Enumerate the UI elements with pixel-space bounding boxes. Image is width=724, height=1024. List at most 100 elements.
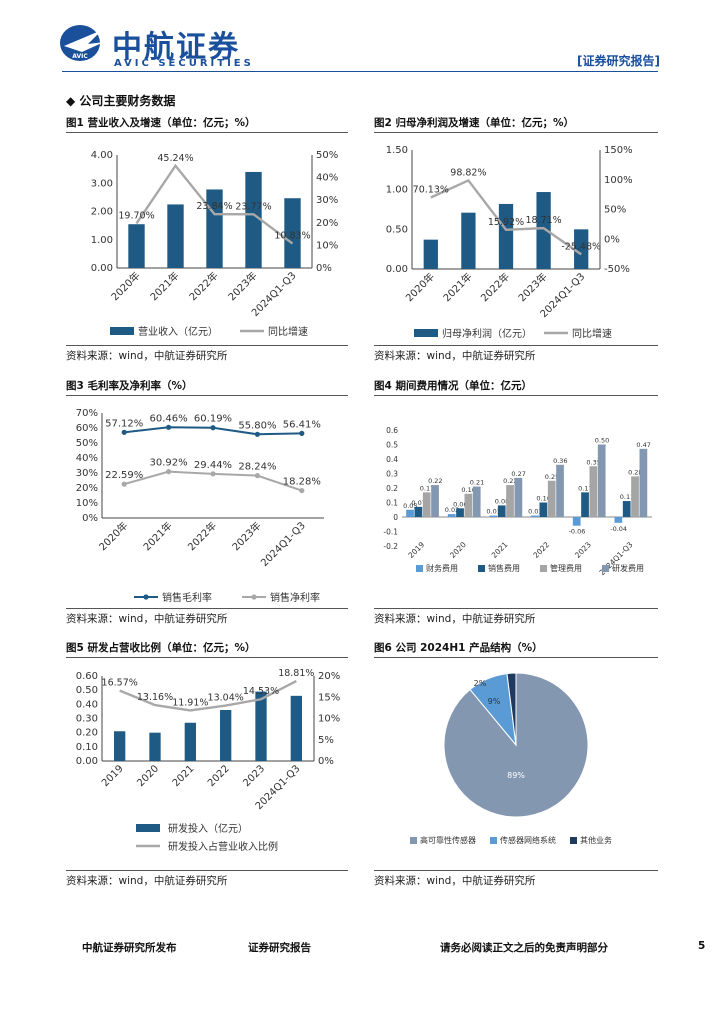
right-tick-label: 5% [318,735,334,746]
avic-logo-icon: AVIC [60,25,104,61]
legend-line-label: 研发投入占营业收入比例 [168,840,278,853]
data-label: 13.04% [208,693,244,704]
pie-slice [506,672,517,746]
left-tick-label: 0.40 [76,699,98,710]
data-label: 23.84% [196,201,232,212]
bar [422,492,431,517]
category-label: 2021 [490,540,510,560]
bar [431,485,439,517]
left-tick-label: 0.60 [76,671,98,682]
data-label: 55.80% [238,420,276,431]
data-label: 60.19% [194,414,232,425]
data-point [254,431,260,437]
data-label: 0.16 [461,486,475,494]
y-tick-label: 0.1 [386,499,398,508]
fig3-title: 图3 毛利率及净利率（%） [66,380,193,392]
legend-bar-swatch [136,824,160,832]
bar [497,505,506,517]
data-point [210,471,216,477]
left-tick-label: 0.00 [386,264,408,275]
fig4-title: 图4 期间费用情况（单位：亿元） [374,380,532,392]
right-tick-label: 0% [318,756,334,767]
y-tick-label: 0.3 [386,470,398,479]
category-label: 2022 [531,540,551,560]
data-label: 18.28% [283,477,321,488]
line-series [119,679,297,712]
data-label: 9% [488,697,501,706]
category-label: 2021年 [440,270,474,304]
left-tick-label: 3.00 [91,178,113,189]
data-label: 18.81% [278,668,314,679]
bar [489,515,498,517]
data-label: 57.12% [105,418,143,429]
category-label: 2022年 [186,269,220,303]
fig6-chart: 89% 9%2% 高可靠性传感器 传感器网络系统 其他业务 [410,672,612,845]
data-label: 0.06 [453,500,467,508]
bar [255,691,267,761]
bar [639,448,648,517]
left-tick-label: 0.00 [76,756,98,767]
legend-swatch [478,565,485,572]
data-label: 15.92% [488,217,524,228]
logo-en: AVIC SECURITIES [114,58,254,69]
header: AVIC 中航证券 AVIC SECURITIES [证券研究报告] [0,0,724,80]
legend-line-label: 同比增速 [268,325,308,338]
bar [556,464,564,517]
data-label: 0.25 [545,473,559,481]
legend-label: 销售费用 [488,563,520,573]
right-tick-label: 50% [316,150,338,161]
data-label: 16.57% [102,678,138,689]
legend-swatch [602,565,609,572]
data-label: 23.77% [235,201,271,212]
right-tick-label: 40% [316,173,338,184]
legend-label: 销售毛利率 [162,591,212,604]
category-label: 2020 [135,763,161,789]
data-label: 10.83% [274,231,310,242]
right-tick-label: 30% [316,195,338,206]
data-label: 0.02 [445,506,459,514]
right-tick-label: 100% [604,175,633,186]
bar [589,466,598,517]
data-label: 89% [507,771,525,780]
bar [461,212,476,269]
category-label: 2020年 [96,519,130,553]
data-label: 0.11 [620,493,634,501]
category-label: 2021 [171,763,197,789]
bar [572,517,581,526]
right-tick-label: -50% [604,264,630,275]
fig6-title: 图6 公司 2024H1 产品结构（%） [374,642,543,654]
section-title: ◆ 公司主要财务数据 [66,94,176,108]
report-tag: [证券研究报告] [577,54,660,68]
right-tick-label: 0% [604,234,620,245]
legend-marker [143,594,149,600]
y-tick-label: -0.2 [383,542,398,551]
data-label: 0.10 [536,495,550,503]
left-tick-label: 0.30 [76,714,98,725]
data-label: 60.46% [150,413,188,424]
data-label: -25.48% [561,241,601,252]
data-label: 29.44% [194,460,232,471]
data-label: 19.70% [118,210,154,221]
data-point [121,481,127,487]
bar [414,506,423,517]
bar [114,731,126,761]
right-tick-label: 15% [318,692,340,703]
bar [149,732,161,761]
legend-label: 传感器网络系统 [500,835,556,845]
legend-label: 财务费用 [426,563,458,573]
data-point [166,424,172,430]
category-label: 2019 [406,540,426,560]
bar [631,476,639,517]
bar [245,171,262,268]
legend-swatch [416,565,423,572]
bar [614,517,623,523]
legend-bar-swatch [110,327,134,335]
category-label: 2022年 [478,270,512,304]
category-label: 2023年 [225,269,259,303]
bar [506,485,514,517]
data-point [166,469,172,475]
fig5-chart: 0.00 0.10 0.20 0.30 0.40 0.50 0.60 0% 5% 10% 15% 20… [76,668,341,853]
category-label: 2022年 [185,519,219,553]
right-tick-label: 20% [316,218,338,229]
y-tick-label: 0.4 [386,455,398,464]
